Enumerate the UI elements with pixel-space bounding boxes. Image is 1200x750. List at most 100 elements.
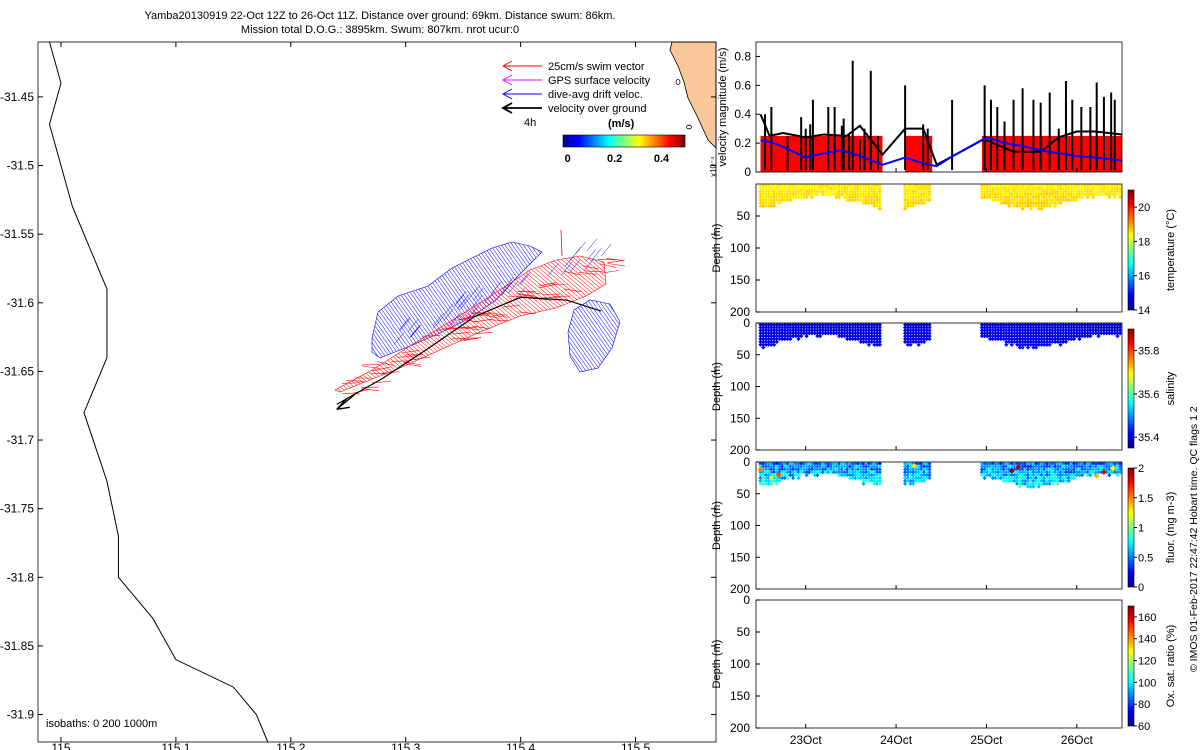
data-point: [766, 478, 771, 483]
data-point: [864, 197, 869, 203]
data-point: [771, 325, 777, 330]
legend-arrowhead: [501, 102, 513, 114]
map-x-tick-label: 115.1: [161, 741, 190, 750]
data-point: [769, 339, 774, 344]
drift-vector: [520, 272, 531, 285]
data-point: [1071, 322, 1077, 327]
data-point: [774, 197, 779, 203]
data-point: [1066, 186, 1071, 191]
data-point: [790, 325, 796, 330]
drift-vector: [410, 325, 422, 338]
data-point: [1031, 484, 1036, 489]
data-point: [1066, 183, 1071, 188]
data-point: [796, 464, 801, 469]
section-y-tick-label: 0: [743, 593, 750, 607]
drift-vector: [399, 318, 410, 331]
data-point: [905, 325, 910, 330]
data-point: [777, 195, 782, 200]
map-x-tick-label: 115.4: [506, 741, 535, 750]
data-point: [1004, 339, 1009, 344]
data-point: [1118, 328, 1123, 333]
data-point: [996, 183, 1001, 188]
swim-vector: [372, 366, 390, 372]
data-point: [758, 186, 763, 191]
data-point: [842, 473, 847, 478]
data-point: [1017, 339, 1023, 344]
swim-vector: [398, 355, 416, 358]
data-point: [1020, 331, 1025, 336]
data-point: [911, 478, 916, 483]
drift-vector: [472, 288, 484, 301]
section-colorbar: [1127, 605, 1135, 727]
data-point: [869, 473, 874, 478]
date-tick-label: 25Oct: [970, 733, 1003, 747]
data-point: [818, 464, 823, 469]
data-point: [1009, 478, 1014, 483]
section-colorbar: [1127, 328, 1135, 449]
data-point: [987, 334, 993, 339]
data-point: [993, 334, 998, 339]
section-y-tick-label: 100: [730, 657, 750, 671]
data-point: [874, 325, 880, 330]
data-point: [1085, 195, 1090, 200]
drift-vector: [393, 332, 405, 345]
data-point: [826, 325, 831, 330]
data-point: [1042, 461, 1047, 466]
data-point: [921, 195, 927, 200]
data-point: [796, 473, 801, 478]
data-point: [924, 470, 929, 475]
data-point: [908, 331, 913, 336]
data-point: [804, 325, 809, 330]
swim-vector: [502, 304, 521, 308]
data-point: [850, 331, 855, 336]
data-point: [985, 464, 990, 469]
data-point: [1085, 183, 1090, 188]
data-point: [902, 206, 908, 211]
colorbar-tick-label: 18: [1138, 236, 1150, 248]
data-point: [998, 473, 1004, 478]
data-point: [1036, 484, 1041, 489]
data-point: [815, 325, 820, 330]
data-point: [1118, 467, 1123, 472]
data-point: [774, 189, 779, 194]
data-point: [1047, 336, 1052, 342]
data-point: [1009, 464, 1014, 469]
data-point: [847, 473, 853, 478]
data-point: [850, 325, 855, 330]
data-point: [919, 334, 924, 339]
data-point: [769, 481, 774, 486]
data-point: [911, 203, 916, 208]
legend-arrowhead: [502, 88, 513, 100]
data-point: [834, 470, 839, 475]
swim-vector: [491, 314, 509, 318]
data-point: [837, 334, 842, 339]
drift-vector: [467, 306, 479, 319]
data-point: [837, 470, 842, 475]
data-point: [927, 331, 932, 336]
data-point: [1071, 192, 1077, 197]
data-point: [921, 192, 927, 197]
data-point: [1080, 192, 1085, 197]
map-y-tick-label: -31.85: [0, 639, 34, 653]
section-y-tick-label: 150: [730, 550, 750, 564]
data-point: [979, 192, 985, 197]
data-point: [788, 334, 793, 339]
data-point: [853, 325, 858, 330]
data-point: [758, 192, 763, 197]
data-point: [839, 334, 844, 339]
ground-arrow: [336, 393, 356, 411]
data-point: [1034, 481, 1039, 486]
colorbar-tick-label: 0.5: [1138, 552, 1153, 564]
data-point: [982, 473, 987, 478]
data-point: [987, 464, 993, 469]
data-point: [905, 473, 910, 478]
data-point: [869, 478, 874, 483]
data-point: [1053, 200, 1058, 206]
data-point: [785, 334, 790, 339]
data-point: [1039, 206, 1044, 211]
data-point: [913, 339, 919, 344]
data-point: [1034, 342, 1039, 347]
data-point: [1088, 334, 1093, 339]
data-point: [1004, 464, 1009, 469]
data-point: [763, 331, 769, 336]
